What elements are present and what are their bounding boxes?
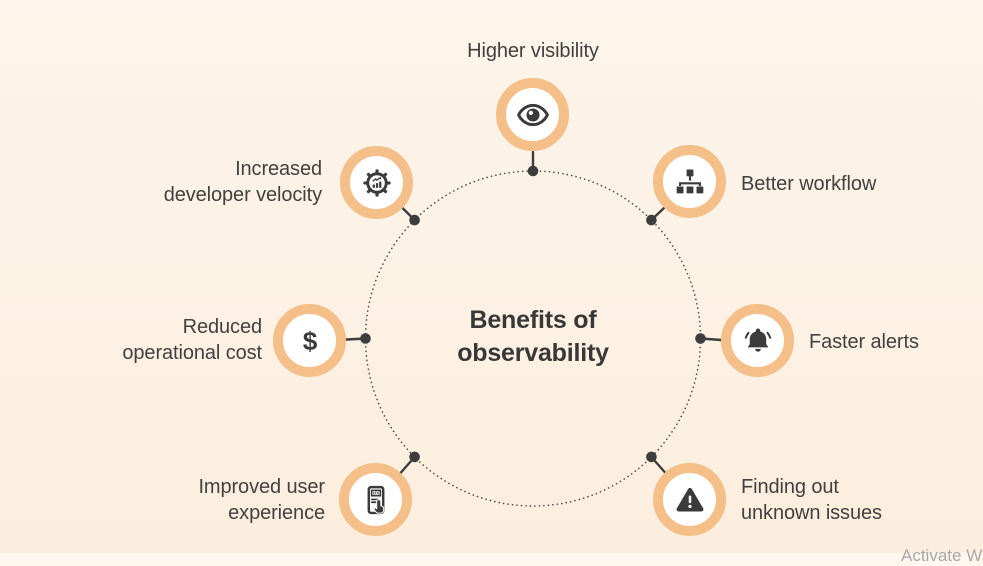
connector-dot-left: [360, 333, 371, 344]
connector-dot-right: [695, 333, 706, 344]
eye-icon: [516, 103, 549, 126]
dollar-icon: $: [302, 325, 317, 355]
svg-text:UX: UX: [372, 490, 379, 496]
badge-finding-out-unknown-issues: [653, 463, 726, 536]
warning-icon: [676, 487, 703, 511]
label-higher-visibility: Higher visibility: [467, 40, 599, 62]
connector-dot-top-right: [646, 214, 657, 226]
sitemap-icon: [676, 169, 703, 193]
activate-windows-watermark: Activate W: [901, 546, 983, 565]
connector-dot-bottom-left: [409, 451, 420, 463]
bell-icon: [744, 328, 771, 352]
badge-improved-user-experience: UX: [339, 463, 412, 536]
label-better-workflow: Better workflow: [741, 173, 877, 195]
badge-faster-alerts: [721, 304, 794, 377]
label-reduced-operational-cost: Reduced operational cost: [122, 316, 262, 364]
bottom-strip: [0, 553, 983, 566]
connector-dot-bottom-right: [646, 451, 657, 463]
label-improved-user-experience: Improved user experience: [198, 476, 325, 524]
label-faster-alerts: Faster alerts: [809, 331, 919, 353]
svg-text:$: $: [302, 325, 317, 355]
connector-dot-top-left: [409, 214, 420, 226]
diagram-title: Benefits of observability: [457, 306, 609, 367]
badge-higher-visibility: [496, 78, 569, 151]
badge-reduced-operational-cost: $: [273, 304, 346, 377]
connector-dot-top: [527, 165, 539, 177]
gear-chart-icon: [362, 168, 391, 197]
label-finding-out-unknown-issues: Finding out unknown issues: [741, 476, 882, 524]
badge-increased-developer-velocity: [340, 146, 413, 219]
ux-phone-icon: UX: [367, 485, 384, 514]
badge-better-workflow: [653, 145, 726, 218]
label-increased-developer-velocity: Increased developer velocity: [163, 158, 322, 206]
